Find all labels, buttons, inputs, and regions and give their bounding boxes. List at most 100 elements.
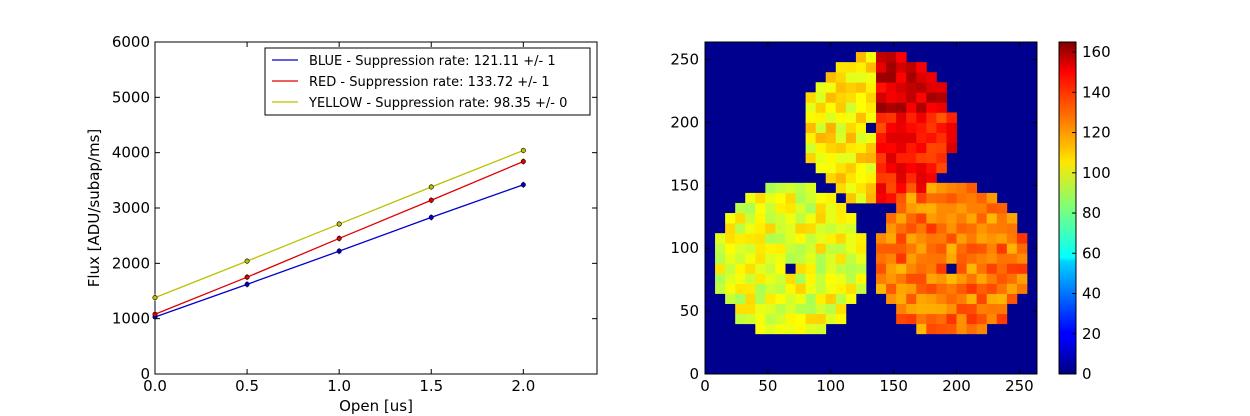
heatmap-cell [855,233,867,244]
heatmap-cell [946,142,957,154]
heatmap-cell [795,263,807,274]
heatmap-x-tick-label: 250 [1005,377,1034,395]
heatmap-cell [916,213,927,224]
heatmap-cell [775,202,786,214]
heatmap-cell [775,192,786,204]
heatmap-cell [916,233,927,244]
heatmap-cell [946,202,957,214]
heatmap-cell [865,82,877,93]
heatmap-cell [996,233,1008,244]
heatmap-cell [815,313,827,325]
heatmap-cell [825,293,837,304]
heatmap-cell [815,243,827,254]
heatmap-cell [745,192,756,204]
heatmap-cell [755,213,766,224]
legend-label-red: RED - Suppression rate: 133.72 +/- 1 [309,75,550,90]
heatmap-cell [906,303,917,315]
heatmap-cell [785,253,796,264]
heatmap-cell [926,213,937,224]
heatmap-cell [805,283,817,294]
heatmap-cell [996,293,1008,304]
heatmap-cell [956,273,967,284]
data-point [428,184,434,190]
data-point [244,258,250,264]
heatmap-cell [906,283,917,294]
heatmap-cell [996,313,1008,325]
heatmap-cell [825,263,837,274]
heatmap-cell [946,323,957,335]
heatmap-cell [986,192,998,204]
heatmap-cell [916,243,927,254]
heatmap-cell [845,213,857,224]
data-point [520,147,526,153]
heatmap-cell [855,82,867,93]
heatmap-cell [865,132,877,144]
heatmap-cell [916,62,927,73]
heatmap-cell [986,263,998,274]
heatmap-cell [865,182,877,194]
heatmap-cell [876,283,887,294]
heatmap-cell [976,323,988,335]
heatmap-cell [835,172,847,184]
heatmap-cell [775,323,786,335]
heatmap-cell [896,152,907,164]
heatmap-cell [926,152,937,164]
heatmap-cell [845,72,857,83]
legend-label-yellow: YELLOW - Suppression rate: 98.35 +/- 0 [308,96,567,111]
heatmap-cell [845,283,857,294]
heatmap-cell [805,102,817,113]
heatmap-cell [956,293,967,304]
heatmap-cell [916,142,927,154]
heatmap-cell [926,142,937,154]
heatmap-cell [946,192,957,204]
heatmap-cell [755,273,766,284]
heatmap-cell [956,243,967,254]
y-tick-label: 6000 [112,33,150,51]
heatmap-cell [785,243,796,254]
heatmap-cell [966,313,978,325]
heatmap-cell [825,172,837,184]
heatmap-cell [996,303,1008,315]
heatmap-cell [745,223,756,234]
heatmap-cell [956,263,967,274]
heatmap-cell [1006,233,1018,244]
heatmap-cell [755,233,766,244]
heatmap-cell [996,202,1008,214]
heatmap-cell [795,293,807,304]
heatmap-cell [876,152,887,164]
heatmap-cell [876,122,887,133]
heatmap-cell [815,253,827,264]
heatmap-cell [855,162,867,174]
heatmap-cell [845,293,857,304]
heatmap-cell [936,323,947,335]
heatmap-y-tick-label: 250 [670,51,699,69]
heatmap-cell [936,112,947,123]
data-point [428,197,434,203]
heatmap-cell [956,182,967,194]
heatmap-x-tick-label: 200 [942,377,971,395]
heatmap-cell [976,223,988,234]
heatmap-cell [815,273,827,284]
heatmap-cell [906,162,917,174]
heatmap-cell [916,182,927,194]
heatmap-x-tick-label: 0 [700,377,710,395]
heatmap-cell [745,263,756,274]
heatmap-cell [825,233,837,244]
heatmap-cell [926,82,937,93]
heatmap-cell [986,313,998,325]
heatmap-cell [1006,273,1018,284]
heatmap-cell [1016,253,1028,264]
heatmap-cell [775,303,786,315]
heatmap-cell [886,253,897,264]
heatmap-cell [785,283,796,294]
heatmap-cell [926,233,937,244]
heatmap-cell [775,233,786,244]
heatmap-y-tick-label: 200 [670,113,699,131]
heatmap-cell [805,192,817,204]
heatmap-cell [1006,283,1018,294]
heatmap-cell [956,253,967,264]
data-point [152,311,158,317]
heatmap-cell [815,303,827,315]
x-tick-label: 0.0 [143,377,167,395]
heatmap-cell [1006,243,1018,254]
